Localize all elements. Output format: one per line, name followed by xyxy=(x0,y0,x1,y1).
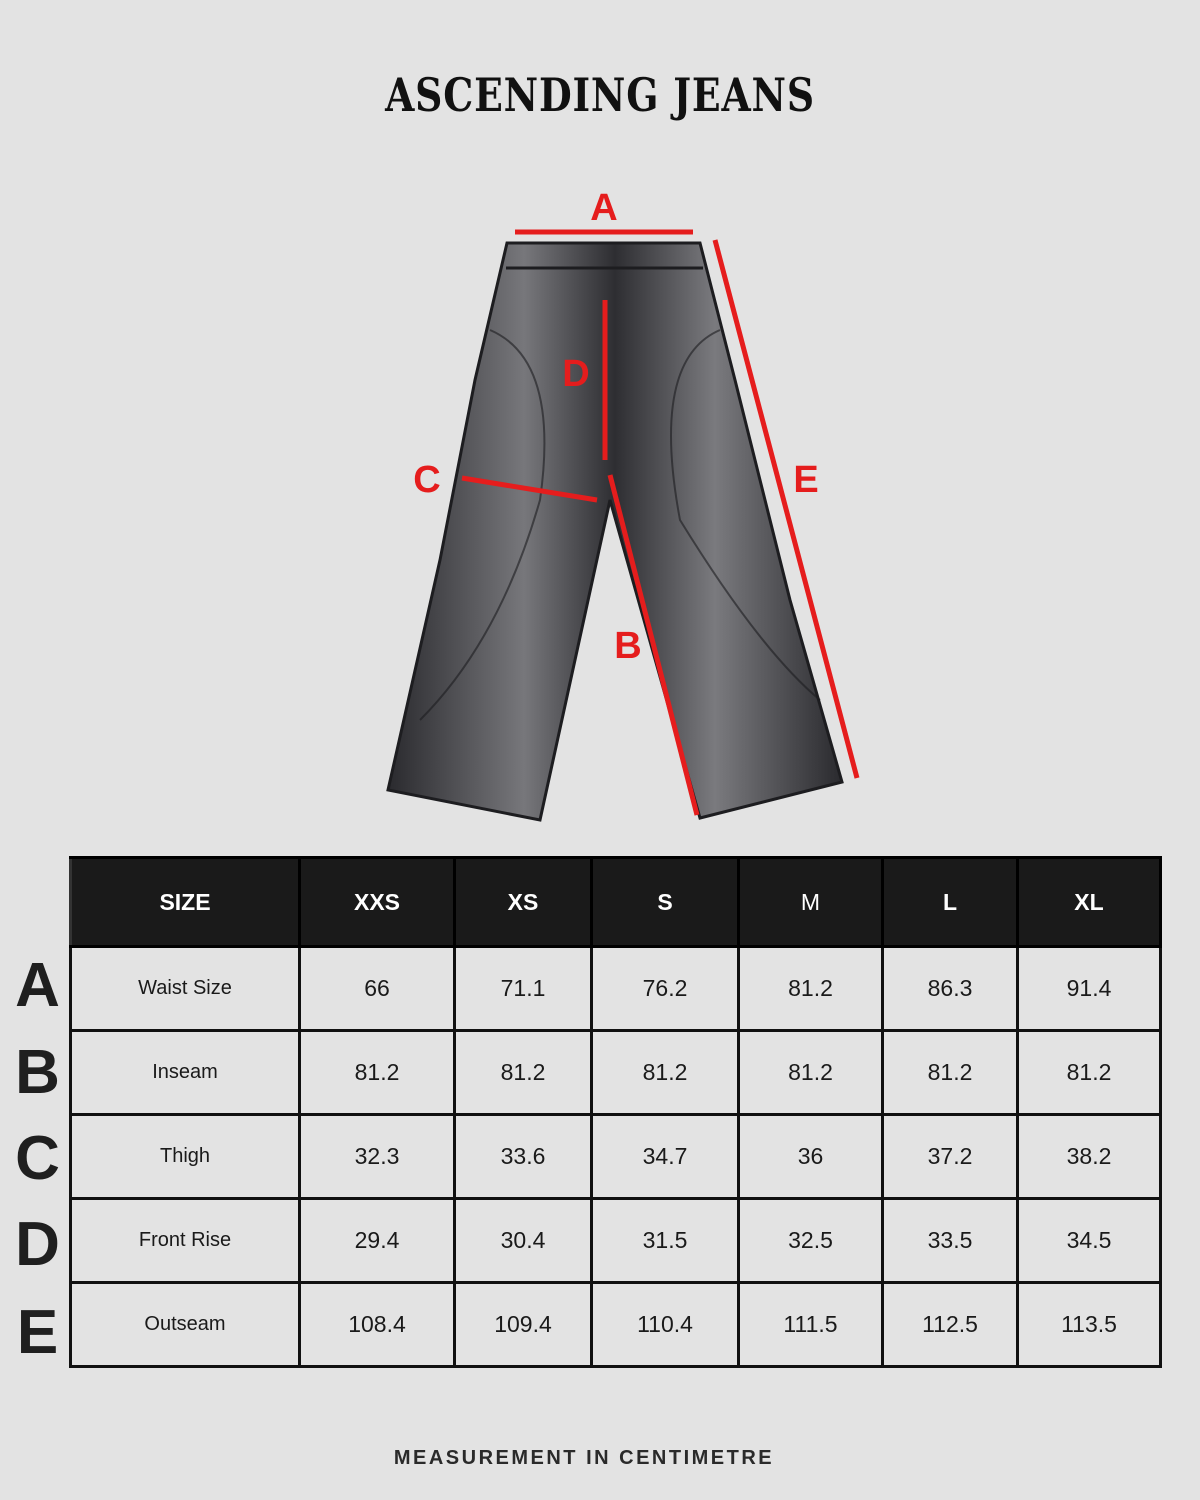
row-label: Waist Size xyxy=(69,945,301,1032)
table-cell: 113.5 xyxy=(1016,1281,1162,1368)
table-cell: 108.4 xyxy=(298,1281,456,1368)
table-cell: 109.4 xyxy=(453,1281,593,1368)
row-label: Inseam xyxy=(69,1029,301,1116)
table-row: Thigh 32.3 33.6 34.7 36 37.2 38.2 xyxy=(69,1113,1162,1200)
footer-note: MEASUREMENT IN CENTIMETRE xyxy=(393,1447,775,1469)
measure-line-c xyxy=(461,475,598,503)
table-cell: 111.5 xyxy=(737,1281,884,1368)
jeans-image xyxy=(386,241,844,822)
row-letter-e: E xyxy=(16,1298,59,1367)
table-cell: 112.5 xyxy=(881,1281,1019,1368)
table-cell: 37.2 xyxy=(881,1113,1019,1200)
table-cell: 32.5 xyxy=(737,1197,884,1284)
row-label: Thigh xyxy=(69,1113,301,1200)
measure-line-e xyxy=(712,239,860,779)
table-cell: 33.6 xyxy=(453,1113,593,1200)
table-row: Inseam 81.2 81.2 81.2 81.2 81.2 81.2 xyxy=(69,1029,1162,1116)
table-cell: 81.2 xyxy=(737,945,884,1032)
table-row: Outseam 108.4 109.4 110.4 111.5 112.5 113.5 xyxy=(69,1281,1162,1368)
table-cell: 76.2 xyxy=(590,945,740,1032)
row-letter-c: C xyxy=(15,1124,60,1193)
table-cell: 34.7 xyxy=(590,1113,740,1200)
table-cell: 33.5 xyxy=(881,1197,1019,1284)
measure-label-b: B xyxy=(614,625,641,667)
table-cell: 81.2 xyxy=(298,1029,456,1116)
header-xs: XS xyxy=(453,856,593,948)
page-title: ASCENDING JEANS xyxy=(385,68,815,122)
row-letter-b: B xyxy=(15,1038,60,1107)
table-cell: 81.2 xyxy=(737,1029,884,1116)
row-letter-d: D xyxy=(15,1210,60,1279)
table-cell: 81.2 xyxy=(881,1029,1019,1116)
table-cell: 30.4 xyxy=(453,1197,593,1284)
table-cell: 66 xyxy=(298,945,456,1032)
table-cell: 81.2 xyxy=(453,1029,593,1116)
measure-label-a: A xyxy=(590,187,617,229)
row-label: Outseam xyxy=(69,1281,301,1368)
table-row: Waist Size 66 71.1 76.2 81.2 86.3 91.4 xyxy=(69,945,1162,1032)
header-l: L xyxy=(881,856,1019,948)
table-cell: 86.3 xyxy=(881,945,1019,1032)
table-cell: 81.2 xyxy=(1016,1029,1162,1116)
table-cell: 36 xyxy=(737,1113,884,1200)
header-s: S xyxy=(590,856,740,948)
table-cell: 34.5 xyxy=(1016,1197,1162,1284)
table-cell: 71.1 xyxy=(453,945,593,1032)
table-cell: 29.4 xyxy=(298,1197,456,1284)
row-label: Front Rise xyxy=(69,1197,301,1284)
header-xxs: XXS xyxy=(298,856,456,948)
header-size: SIZE xyxy=(69,856,301,948)
table-row: Front Rise 29.4 30.4 31.5 32.5 33.5 34.5 xyxy=(69,1197,1162,1284)
size-table: SIZE XXS XS S M L XL Waist Size 66 71.1 76.… xyxy=(69,856,1162,1368)
table-cell: 31.5 xyxy=(590,1197,740,1284)
table-cell: 32.3 xyxy=(298,1113,456,1200)
measure-label-d: D xyxy=(562,353,589,395)
header-m: M xyxy=(737,856,884,948)
jeans-diagram: A B C D E xyxy=(386,187,860,822)
table-cell: 110.4 xyxy=(590,1281,740,1368)
header-xl: XL xyxy=(1016,856,1162,948)
table-cell: 91.4 xyxy=(1016,945,1162,1032)
table-cell: 38.2 xyxy=(1016,1113,1162,1200)
header-row: SIZE XXS XS S M L XL xyxy=(69,856,1162,948)
row-letter-a: A xyxy=(15,951,60,1020)
table-cell: 81.2 xyxy=(590,1029,740,1116)
measure-label-c: C xyxy=(413,459,440,501)
measure-line-b xyxy=(607,474,700,816)
measure-label-e: E xyxy=(793,459,818,501)
